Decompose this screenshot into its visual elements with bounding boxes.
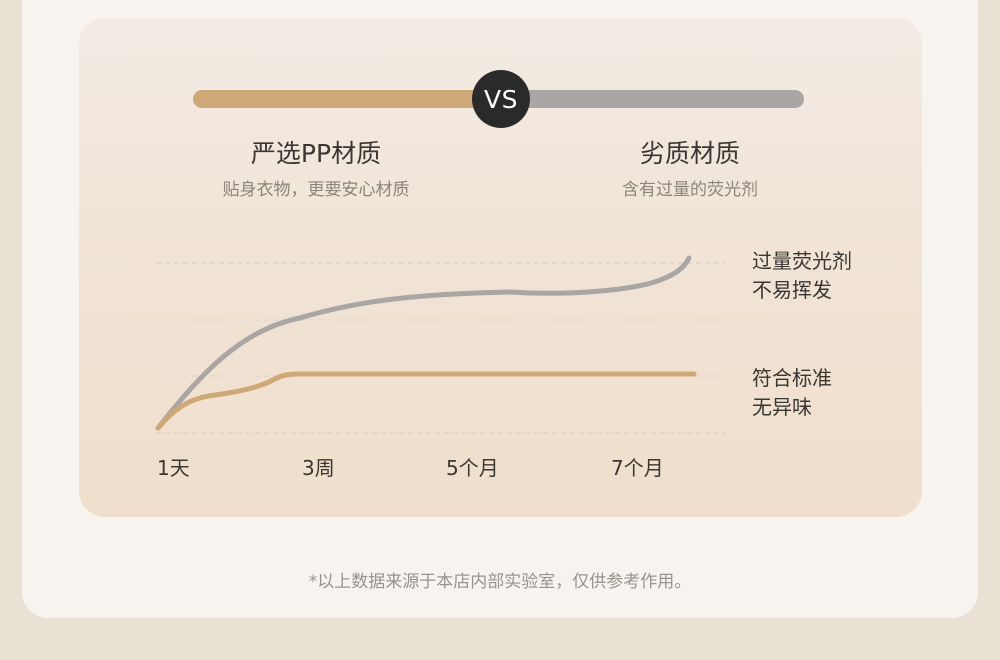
poor-line-label-line: 不易挥发 [752,278,832,302]
pp-line-label: 符合标准 无异味 [752,364,832,422]
poor-line-label: 过量荧光剂 不易挥发 [752,247,852,305]
right-subtitle: 含有过量的荧光剂 [622,180,758,200]
pp-line-label-line: 无异味 [752,395,812,419]
x-tick-label: 5个月 [446,456,499,480]
x-tick-label: 1天 [157,456,190,480]
footnote: *以上数据来源于本店内部实验室，仅供参考作用。 [308,572,692,592]
pp-material-line [155,371,697,431]
pp-line-label-line: 符合标准 [752,366,832,390]
x-tick-label: 3周 [302,456,335,480]
x-tick-label: 7个月 [611,456,664,480]
right-title: 劣质材质 [639,139,741,168]
poor-material-line [155,255,692,431]
gridlines [156,262,726,434]
vs-badge: VS [472,70,530,128]
left-title: 严选PP材质 [250,139,382,168]
left-bar [193,90,508,108]
left-subtitle: 贴身衣物，更要安心材质 [222,180,410,200]
right-bar [500,90,804,108]
poor-line-label-line: 过量荧光剂 [752,249,852,273]
